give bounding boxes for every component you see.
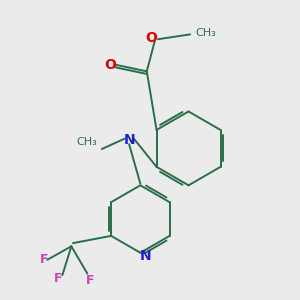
Text: F: F bbox=[40, 253, 48, 266]
Text: N: N bbox=[140, 249, 151, 263]
Text: F: F bbox=[54, 272, 63, 285]
Text: O: O bbox=[146, 31, 158, 45]
Text: F: F bbox=[86, 274, 95, 286]
Text: O: O bbox=[104, 58, 116, 72]
Text: CH₃: CH₃ bbox=[195, 28, 216, 38]
Text: CH₃: CH₃ bbox=[76, 137, 97, 147]
Text: N: N bbox=[123, 134, 135, 147]
